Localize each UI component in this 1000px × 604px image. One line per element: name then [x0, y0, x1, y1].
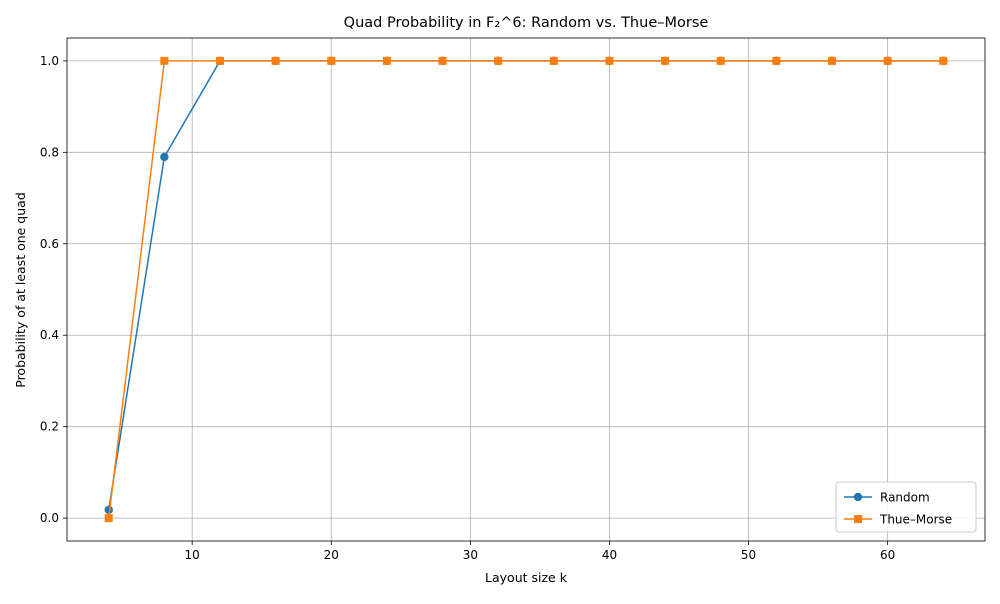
series-line	[107, 60, 944, 511]
data-point	[382, 56, 391, 65]
data-point	[883, 56, 892, 65]
x-tick-label: 10	[185, 548, 200, 562]
data-point	[160, 56, 169, 65]
legend-item: Random	[844, 491, 930, 505]
y-tick-label: 0.2	[40, 420, 59, 434]
data-point	[160, 152, 169, 162]
x-tick-label: 20	[324, 548, 339, 562]
x-tick-label: 60	[880, 548, 895, 562]
x-tick-label: 30	[463, 548, 478, 562]
y-tick-label: 0.4	[40, 328, 59, 342]
data-point	[549, 56, 558, 65]
x-tick-label: 40	[602, 548, 617, 562]
y-tick-label: 1.0	[40, 54, 59, 68]
data-point	[716, 56, 725, 65]
legend-label: Random	[880, 491, 930, 505]
data-point	[327, 56, 336, 65]
series-random	[104, 56, 948, 515]
data-point	[661, 56, 670, 65]
data-point	[605, 56, 614, 65]
y-tick-label: 0.6	[40, 237, 59, 251]
data-point	[438, 56, 447, 65]
x-axis-label: Layout size k	[485, 570, 568, 585]
x-tick-label: 50	[741, 548, 756, 562]
data-point	[104, 514, 113, 523]
data-point	[772, 56, 781, 65]
legend-item: Thue–Morse	[844, 513, 952, 527]
axes: 10 20 30 40 50 60 0.0 0.2 0.4 0.6 0.8 1.0	[40, 37, 986, 562]
y-axis-label: Probability of at least one quad	[13, 192, 28, 388]
data-point	[216, 56, 224, 65]
legend-marker	[853, 492, 863, 502]
series-line	[107, 60, 944, 519]
data-point	[104, 505, 113, 515]
data-point	[271, 56, 280, 65]
legend-marker	[854, 515, 862, 523]
series-thue-morse	[104, 56, 948, 523]
plot-frame	[66, 37, 986, 542]
legend-label: Thue–Morse	[879, 513, 952, 527]
chart-title: Quad Probability in F₂^6: Random vs. Thu…	[344, 15, 709, 31]
series-layer	[104, 56, 948, 523]
legend: Random Thue–Morse	[835, 481, 977, 533]
y-tick-label: 0.8	[40, 145, 59, 159]
data-point	[828, 56, 836, 65]
data-point	[939, 56, 948, 65]
grid	[67, 38, 985, 541]
data-point	[494, 56, 503, 65]
y-tick-label: 0.0	[40, 511, 59, 525]
